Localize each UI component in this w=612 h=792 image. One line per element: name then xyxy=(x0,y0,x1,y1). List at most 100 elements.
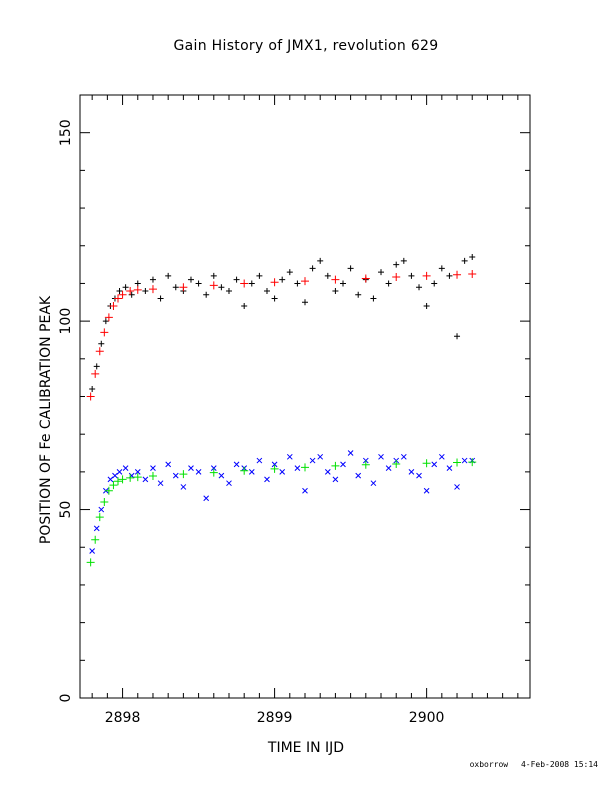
series-2-point xyxy=(233,461,240,468)
series-2-point xyxy=(454,484,460,490)
series-2-point xyxy=(340,461,346,468)
series-2-point xyxy=(385,465,392,471)
series-0-point xyxy=(134,280,141,287)
series-1-point xyxy=(109,302,118,311)
series-2-point xyxy=(180,484,187,490)
series-0-point xyxy=(309,265,316,272)
series-3-point xyxy=(148,472,157,481)
series-0-point xyxy=(263,287,270,294)
series-1-point xyxy=(95,347,104,356)
series-3-point xyxy=(100,498,109,507)
series-0-point xyxy=(218,284,225,291)
series-1-point xyxy=(148,285,157,294)
series-3-point xyxy=(95,513,104,522)
series-2-point xyxy=(142,476,149,483)
series-3-point xyxy=(422,459,431,468)
series-2-point xyxy=(431,461,438,468)
series-3-point xyxy=(126,473,135,482)
series-2-point xyxy=(226,480,232,487)
series-1-point xyxy=(133,285,142,294)
series-2-point xyxy=(150,465,156,471)
series-0-point xyxy=(431,280,438,287)
plot-frame xyxy=(79,94,531,699)
series-2-point xyxy=(461,457,468,464)
series-3-point xyxy=(453,458,462,467)
series-0-point xyxy=(210,272,217,279)
series-0-point xyxy=(400,257,407,264)
series-2-point xyxy=(446,465,453,471)
series-1-point xyxy=(179,283,188,292)
series-0-point xyxy=(461,257,468,264)
series-0-point xyxy=(332,287,339,294)
series-1-point xyxy=(361,274,370,283)
chart-title: Gain History of JMX1, revolution 629 xyxy=(173,38,439,54)
x-tick-label: 2898 xyxy=(105,710,141,726)
series-1-point xyxy=(270,278,279,287)
y-tick-label: 50 xyxy=(58,501,74,519)
series-3-point xyxy=(114,477,123,486)
series-0-point xyxy=(385,280,392,287)
series-1-point xyxy=(126,286,135,295)
series-3-point xyxy=(301,463,309,472)
series-1-point xyxy=(104,313,113,322)
series-2-point xyxy=(400,453,407,460)
series-0-point xyxy=(469,254,476,261)
series-2-point xyxy=(438,453,445,460)
series-0-point xyxy=(302,299,308,306)
series-3-point xyxy=(361,460,370,469)
footer-date: 4-Feb-2008 15:14 xyxy=(520,760,598,769)
series-3-point xyxy=(331,461,340,470)
series-0-point xyxy=(416,284,423,291)
series-0-point xyxy=(423,303,430,310)
series-2-point xyxy=(286,453,293,460)
series-3-point xyxy=(118,475,127,484)
series-1-point xyxy=(118,290,127,299)
series-0-point xyxy=(378,269,385,276)
series-1-point xyxy=(114,294,123,303)
y-tick-label: 0 xyxy=(58,694,74,703)
series-3-point xyxy=(392,459,401,468)
series-0-point xyxy=(142,287,149,294)
series-3-point xyxy=(109,481,118,490)
series-1-point xyxy=(301,277,309,286)
series-0-point xyxy=(324,272,331,279)
series-3-point xyxy=(209,468,218,477)
series-1-point xyxy=(91,369,100,378)
series-2-point xyxy=(107,476,114,483)
series-3-point xyxy=(240,466,249,475)
series-1-point xyxy=(209,281,218,290)
series-0-point xyxy=(157,295,164,302)
series-2-point xyxy=(408,469,415,475)
series-2-point xyxy=(218,472,225,479)
footer-user: oxborrow xyxy=(469,760,509,769)
series-0-point xyxy=(286,269,293,276)
footer-stamp: oxborrow 4-Feb-2008 15:14 xyxy=(462,760,598,769)
series-2-point xyxy=(347,450,354,456)
series-1-point xyxy=(100,328,109,337)
series-2-point xyxy=(112,472,118,479)
series-0-point xyxy=(294,280,301,287)
series-3-point xyxy=(270,464,279,473)
series-2-point xyxy=(116,469,123,475)
series-3-point xyxy=(179,470,188,479)
series-2-point xyxy=(362,457,369,464)
series-1-point xyxy=(422,271,431,280)
series-2-point xyxy=(279,469,286,475)
series-0-point xyxy=(203,291,210,298)
series-0-point xyxy=(89,385,96,392)
series-3-point xyxy=(86,558,95,567)
series-3-point xyxy=(91,535,100,544)
series-0-point xyxy=(233,276,240,283)
series-2-point xyxy=(195,469,202,475)
x-tick-label: 2900 xyxy=(409,710,445,726)
series-2-point xyxy=(309,457,316,464)
series-0-point xyxy=(256,272,263,279)
series-2-point xyxy=(355,472,362,479)
y-tick-label: 100 xyxy=(58,308,74,335)
series-0-point xyxy=(446,272,453,279)
series-2-point xyxy=(98,506,105,513)
series-3-point xyxy=(468,458,477,467)
series-2-point xyxy=(256,457,263,464)
series-2-point xyxy=(294,465,301,471)
